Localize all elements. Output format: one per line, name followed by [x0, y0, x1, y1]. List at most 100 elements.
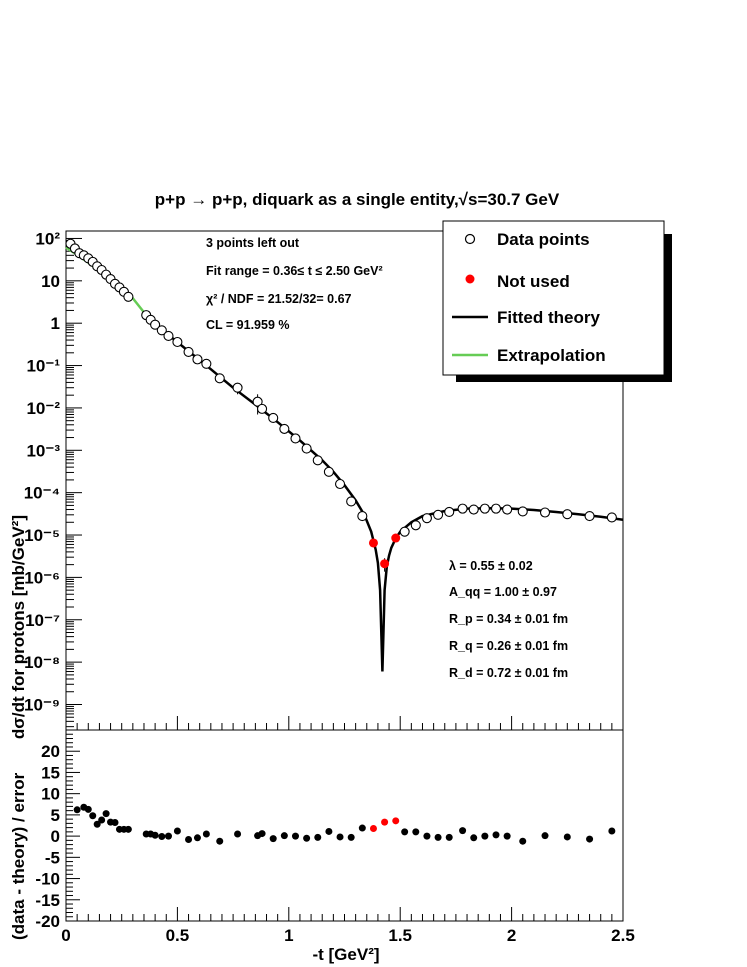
data-point — [150, 319, 161, 330]
data-point — [323, 466, 334, 477]
residual-point — [89, 812, 97, 820]
x-tick-label: 0.5 — [166, 926, 190, 945]
y-tick-label: -15 — [35, 891, 60, 910]
residual-point — [325, 827, 333, 835]
data-point — [444, 506, 455, 518]
y-tick-label: -10 — [35, 870, 60, 889]
chart-title: p+p → p+p, diquark as a single entity,√s… — [155, 190, 560, 209]
data-points-series — [65, 238, 617, 537]
residual-point — [586, 835, 594, 843]
residual-point — [336, 833, 344, 841]
data-point — [539, 507, 551, 518]
y-tick-label: 10 — [41, 272, 60, 291]
data-point — [334, 478, 346, 490]
residual-point — [519, 837, 527, 845]
fit-param-line: R_p = 0.34 ± 0.01 fm — [449, 612, 568, 626]
x-tick-label: 2.5 — [611, 926, 635, 945]
x-axis: 0 0.5 1 1.5 2 2.5 — [61, 716, 635, 945]
residual-point — [434, 833, 442, 841]
data-point — [232, 382, 243, 393]
residual-point — [202, 830, 210, 838]
y-tick-label: 10⁻⁵ — [24, 526, 60, 545]
data-point — [183, 346, 194, 357]
residual-point — [216, 837, 224, 845]
residual-point — [84, 805, 92, 813]
residual-point — [412, 828, 420, 836]
residual-point — [164, 832, 172, 840]
not-used-residual-point — [369, 824, 377, 832]
residual-point — [193, 834, 201, 842]
data-point — [279, 423, 290, 434]
residual-point — [269, 835, 277, 843]
y-tick-label: 10⁻⁹ — [24, 695, 60, 714]
residual-point — [459, 827, 467, 835]
residual-point — [124, 825, 132, 833]
fit-param-line: R_d = 0.72 ± 0.01 fm — [449, 666, 568, 680]
y-tick-label: 10⁻¹ — [26, 357, 60, 376]
y-tick-label: 20 — [41, 742, 60, 761]
y-tick-label: 15 — [41, 763, 60, 782]
data-point — [257, 403, 268, 414]
data-point — [252, 396, 263, 407]
legend-label: Data points — [497, 230, 590, 249]
residual-point — [102, 810, 110, 818]
data-point — [214, 373, 225, 384]
residual-point — [492, 831, 500, 839]
residual-point — [481, 832, 489, 840]
residual-point — [608, 827, 616, 835]
legend-label: Not used — [497, 272, 570, 291]
y-tick-label: 10⁻⁷ — [25, 611, 60, 630]
data-point — [201, 358, 212, 369]
residual-point — [280, 832, 288, 840]
data-point — [312, 455, 323, 466]
not-used-point — [368, 538, 378, 548]
fit-stat-line: χ² / NDF = 21.52/32= 0.67 — [206, 292, 352, 306]
bottom-panel-frame — [65, 729, 624, 922]
not-used-point — [380, 559, 390, 569]
data-point — [163, 330, 174, 341]
not-used-series — [368, 533, 401, 572]
data-point — [346, 496, 357, 507]
data-point — [156, 325, 167, 336]
legend-label: Fitted theory — [497, 308, 600, 327]
residual-point — [73, 806, 81, 814]
fit-param-line: R_q = 0.26 ± 0.01 fm — [449, 639, 568, 653]
residual-point — [151, 831, 159, 839]
residual-point — [314, 833, 322, 841]
top-y-axis-label: dσ/dt for protons [mb/GeV²] — [9, 515, 28, 739]
data-point — [517, 506, 528, 517]
residual-point — [158, 833, 166, 841]
data-point — [433, 509, 444, 520]
not-used-residual-point — [381, 818, 389, 826]
data-point — [123, 291, 134, 302]
residual-point — [470, 834, 478, 842]
data-point — [584, 511, 595, 522]
data-point — [562, 509, 573, 520]
residual-point — [185, 836, 193, 844]
y-tick-label: 10⁻⁶ — [24, 568, 60, 587]
not-used-point — [391, 533, 401, 543]
residual-point — [503, 832, 511, 840]
y-tick-label: 10⁻⁸ — [24, 653, 60, 672]
residual-point — [234, 830, 242, 838]
y-tick-label: -20 — [35, 912, 60, 931]
data-point — [410, 520, 421, 531]
data-point — [421, 513, 432, 524]
x-tick-label: 1.5 — [388, 926, 412, 945]
residual-point — [111, 819, 119, 827]
fit-stat-line: Fit range = 0.36≤ t ≤ 2.50 GeV² — [206, 264, 383, 278]
residual-point — [445, 833, 453, 841]
fit-stats-box: 3 points left out Fit range = 0.36≤ t ≤ … — [206, 236, 383, 332]
data-point — [457, 503, 468, 514]
data-point — [399, 526, 410, 537]
y-tick-label: 10⁻² — [26, 399, 60, 418]
x-tick-label: 0 — [61, 926, 70, 945]
data-point — [357, 511, 368, 522]
residual-point — [358, 824, 366, 832]
residual-point — [347, 833, 355, 841]
legend: Data points Not used Fitted theory Extra… — [442, 220, 672, 382]
residual-point — [258, 830, 266, 838]
bottom-y-axis-label: (data - theory) / error — [9, 772, 28, 940]
fit-param-line: A_qq = 1.00 ± 0.97 — [449, 585, 557, 599]
